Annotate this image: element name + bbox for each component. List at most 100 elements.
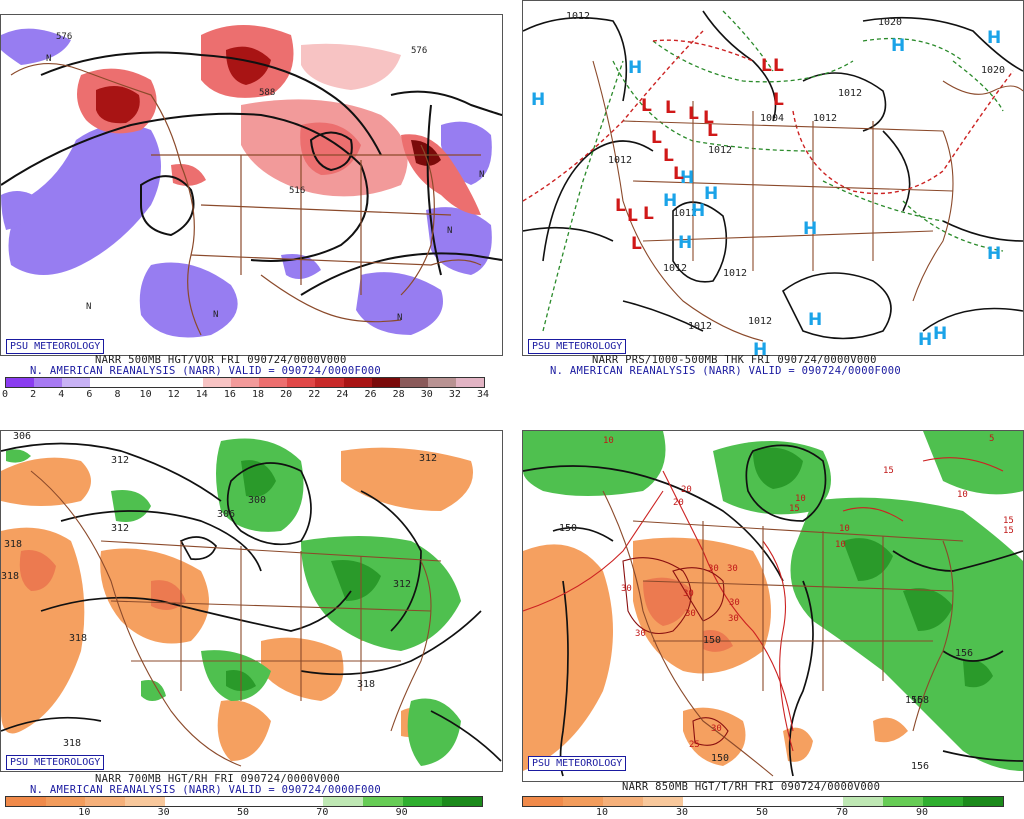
- colorbar-swatch: [643, 797, 683, 806]
- colorbar: [522, 796, 1004, 807]
- rh-label: 30: [727, 564, 738, 574]
- contour-label: 306: [13, 431, 31, 442]
- colorbar-label: 8: [114, 389, 121, 400]
- low-pressure-symbol: L: [643, 204, 654, 224]
- isobar-label: 1012: [663, 263, 687, 274]
- rh-label: 30: [711, 724, 722, 734]
- map-pressure-svg: 1012 1020 1020 1012 1004 1012 1012 1012 …: [523, 1, 1023, 355]
- colorbar-label: 10: [595, 807, 609, 818]
- colorbar-swatch: [402, 797, 443, 806]
- psu-meteorology-badge: PSU METEOROLOGY: [6, 755, 105, 770]
- colorbar-label: 34: [476, 389, 490, 400]
- rh-label: 30: [685, 609, 696, 619]
- isobar-label: 1020: [981, 65, 1005, 76]
- high-pressure-symbol: H: [628, 58, 642, 78]
- low-pressure-symbol: L: [707, 121, 718, 141]
- rh-label: 5: [989, 434, 994, 444]
- high-pressure-symbol: H: [678, 233, 692, 253]
- colorbar-swatch: [118, 378, 147, 387]
- low-pressure-symbol: L: [615, 196, 626, 216]
- colorbar-label: 30: [420, 389, 433, 400]
- map-850mb: 10 20 20 15 15 10 10 10 10 5 15 15 30 30…: [522, 430, 1024, 782]
- isobar-label: 1012: [838, 88, 862, 99]
- colorbar-swatch: [323, 797, 364, 806]
- colorbar-swatch: [204, 797, 245, 806]
- height-label: 150: [703, 635, 721, 646]
- colorbar-label: 70: [835, 807, 849, 818]
- colorbar-swatch: [683, 797, 723, 806]
- colorbar-label: 10: [78, 807, 91, 818]
- isobar-label: 1012: [673, 208, 697, 219]
- colorbar-swatch: [34, 378, 63, 387]
- psu-meteorology-badge: PSU METEOROLOGY: [528, 339, 627, 354]
- high-pressure-symbol: H: [808, 310, 822, 330]
- colorbar-swatch: [603, 797, 643, 806]
- panel-subtitle: N. AMERICAN REANALYSIS (NARR) VALID = 09…: [30, 784, 381, 796]
- vorticity-minimum: N: [46, 54, 51, 64]
- colorbar-swatch: [563, 797, 603, 806]
- colorbar-swatch: [62, 378, 91, 387]
- colorbar-swatch: [259, 378, 288, 387]
- low-pressure-symbol: L: [773, 56, 784, 76]
- colorbar-label: 2: [30, 389, 37, 400]
- rh-label: 10: [795, 494, 806, 504]
- colorbar-label: 12: [167, 389, 180, 400]
- rh-label: 30: [708, 564, 719, 574]
- contour-label: 312: [111, 455, 129, 466]
- vorticity-minimum: N: [479, 170, 484, 180]
- rh-label: 15: [883, 466, 894, 476]
- rh-label: 30: [635, 629, 646, 639]
- isobar-label: 1012: [566, 11, 590, 22]
- colorbar-swatch: [843, 797, 883, 806]
- colorbar-label: 30: [675, 807, 689, 818]
- rh-label: 30: [621, 584, 632, 594]
- high-pressure-symbol: H: [691, 201, 705, 221]
- colorbar-swatch: [85, 797, 126, 806]
- high-pressure-symbol: H: [933, 324, 947, 344]
- map-pressure: 1012 1020 1020 1012 1004 1012 1012 1012 …: [522, 0, 1024, 356]
- panel-title: NARR PRS/1000-500MB THK FRI 090724/0000V…: [592, 354, 877, 366]
- contour-label: 588: [259, 88, 275, 98]
- rh-label: 20: [673, 498, 684, 508]
- rh-label: 30: [728, 614, 739, 624]
- colorbar-swatch: [315, 378, 344, 387]
- contour-label: 318: [69, 633, 87, 644]
- colorbar-swatch: [363, 797, 403, 806]
- height-label: 156: [955, 648, 973, 659]
- colorbar-swatch: [6, 378, 35, 387]
- colorbar-label: 30: [157, 807, 170, 818]
- colorbar-label: 32: [448, 389, 461, 400]
- height-label: 150: [711, 753, 729, 764]
- low-pressure-symbol: L: [703, 108, 714, 128]
- rh-label: 15: [1003, 516, 1014, 526]
- colorbar-swatch: [90, 378, 119, 387]
- low-pressure-symbol: L: [773, 90, 784, 110]
- height-label: 158: [911, 695, 929, 706]
- colorbar-label: 0: [1, 389, 9, 400]
- map-500mb-svg: 576 576 588 516 N N N N N N: [1, 15, 502, 355]
- colorbar-swatch: [202, 378, 231, 387]
- colorbar-labels: 0 2 4 6 8 10 12 14 16 18 20 22 24 26 28 30 32 34: [1, 389, 489, 403]
- isobar-label: 1012: [748, 316, 772, 327]
- colorbar-label: 4: [58, 389, 65, 400]
- contour-label: 300: [248, 495, 266, 506]
- low-pressure-symbol: L: [627, 206, 638, 226]
- colorbar-label: 24: [336, 389, 349, 400]
- rh-label: 30: [729, 598, 740, 608]
- colorbar-swatch: [523, 797, 563, 806]
- colorbar-swatch: [343, 378, 372, 387]
- colorbar-labels: 10 30 50 70 90: [522, 807, 1002, 819]
- high-pressure-symbol: H: [987, 244, 1001, 264]
- colorbar-swatch: [803, 797, 843, 806]
- colorbar-label: 70: [316, 807, 329, 818]
- colorbar-swatch: [146, 378, 175, 387]
- high-pressure-symbol: H: [663, 191, 677, 211]
- low-pressure-symbol: L: [651, 128, 662, 148]
- height-label: 156: [911, 761, 929, 772]
- colorbar-swatch: [45, 797, 86, 806]
- contour-label: 306: [217, 509, 235, 520]
- colorbar-label: 22: [308, 389, 321, 400]
- high-pressure-symbol: H: [704, 184, 718, 204]
- panel-sea-level-pressure: 1012 1020 1020 1012 1004 1012 1012 1012 …: [512, 0, 1024, 410]
- colorbar-label: 6: [86, 389, 93, 400]
